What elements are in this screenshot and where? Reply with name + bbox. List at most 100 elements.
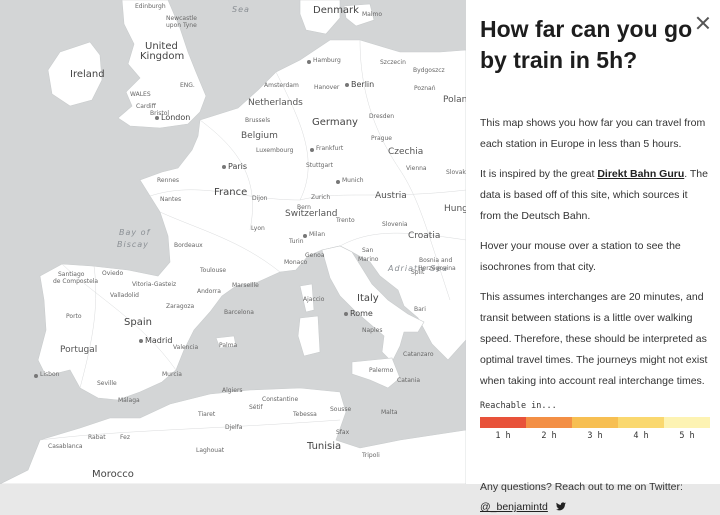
city-label-upon-tyne[interactable]: upon Tyne (166, 22, 197, 29)
city-label-zaragoza[interactable]: Zaragoza (166, 303, 195, 310)
close-icon[interactable] (696, 16, 710, 30)
city-label-amsterdam[interactable]: Amsterdam (264, 82, 299, 89)
city-label-santiago[interactable]: Santiago (58, 271, 85, 278)
city-label-edinburgh[interactable]: Edinburgh (135, 3, 166, 10)
city-label-szczecin[interactable]: Szczecin (380, 59, 406, 66)
legend-swatch (526, 417, 572, 428)
city-label-toulouse[interactable]: Toulouse (200, 267, 227, 274)
city-label-trento[interactable]: Trento (336, 217, 355, 224)
city-label-seville[interactable]: Seville (97, 380, 117, 387)
city-label-dresden[interactable]: Dresden (369, 113, 395, 120)
city-label-bristol[interactable]: Bristol (150, 110, 170, 117)
city-label-hamburg[interactable]: Hamburg (313, 57, 341, 64)
city-label-tripoli[interactable]: Tripoli (362, 452, 380, 459)
country-label-san: San (362, 247, 374, 254)
legend-item-2-h: 2 h (526, 417, 572, 441)
city-label-valladolid[interactable]: Valladolid (110, 292, 139, 299)
city-label-casablanca[interactable]: Casablanca (48, 443, 83, 450)
city-label-laghouat[interactable]: Laghouat (196, 447, 225, 454)
map-landmass (0, 0, 466, 484)
city-label-sousse[interactable]: Sousse (330, 406, 352, 413)
city-label-wales[interactable]: WALES (130, 91, 151, 98)
twitter-icon[interactable] (556, 502, 567, 511)
station-dot-milan[interactable] (303, 234, 307, 238)
city-label-palma[interactable]: Palma (219, 342, 238, 349)
city-label-tebessa[interactable]: Tebessa (293, 411, 317, 418)
station-dot-frankfurt[interactable] (310, 148, 314, 152)
city-label-munich[interactable]: Munich (342, 177, 364, 184)
city-label-madrid[interactable]: Madrid (145, 336, 173, 345)
city-label-london[interactable]: London (161, 113, 191, 122)
city-label-rome[interactable]: Rome (350, 309, 373, 318)
city-label-porto[interactable]: Porto (66, 313, 82, 320)
country-label-switzerland: Switzerland (285, 209, 338, 219)
city-label-valencia[interactable]: Valencia (173, 344, 199, 351)
city-label-split[interactable]: Split (411, 269, 425, 276)
station-dot-madrid[interactable] (139, 339, 143, 343)
city-label-eng[interactable]: ENG. (180, 82, 195, 89)
twitter-handle-link[interactable]: @_benjamintd (480, 501, 548, 513)
station-dot-paris[interactable] (222, 165, 226, 169)
city-label-algiers[interactable]: Algiers (222, 387, 243, 394)
city-label-nantes[interactable]: Nantes (160, 196, 182, 203)
station-dot-london[interactable] (155, 116, 159, 120)
city-label-s-tif[interactable]: Sétif (249, 404, 263, 411)
country-label-united: United (145, 41, 178, 52)
city-label-cardiff[interactable]: Cardiff (136, 103, 156, 110)
city-label-catania[interactable]: Catania (397, 377, 421, 384)
legend-swatch (480, 417, 526, 428)
city-label-dijon[interactable]: Dijon (252, 195, 268, 202)
direkt-bahn-guru-link[interactable]: Direkt Bahn Guru (597, 168, 685, 180)
city-label-bern[interactable]: Bern (297, 204, 311, 211)
city-label-m-laga[interactable]: Málaga (118, 397, 140, 404)
city-label-vitoria-gasteiz[interactable]: Vitoria-Gasteiz (132, 281, 177, 288)
station-dot-berlin[interactable] (345, 83, 349, 87)
station-dot-munich[interactable] (336, 180, 340, 184)
city-label-bari[interactable]: Bari (414, 306, 426, 313)
city-label-turin[interactable]: Turin (289, 238, 304, 245)
station-dot-rome[interactable] (344, 312, 348, 316)
city-label-palermo[interactable]: Palermo (369, 367, 394, 374)
city-label-lyon[interactable]: Lyon (251, 225, 265, 232)
city-label-malmo[interactable]: Malmo (362, 11, 383, 18)
city-label-fez[interactable]: Fez (120, 434, 130, 441)
city-label-djelfa[interactable]: Djelfa (225, 424, 243, 431)
country-label-marino: Marino (358, 256, 379, 263)
city-label-bydgoszcz[interactable]: Bydgoszcz (413, 67, 445, 74)
city-label-frankfurt[interactable]: Frankfurt (316, 145, 344, 152)
city-label-paris[interactable]: Paris (228, 162, 248, 171)
city-label-genoa[interactable]: Genoa (305, 252, 325, 259)
city-label-sfax[interactable]: Sfax (336, 429, 350, 436)
city-label-rennes[interactable]: Rennes (157, 177, 180, 184)
station-dot-hamburg[interactable] (307, 60, 311, 64)
city-label-murcia[interactable]: Murcia (162, 371, 182, 378)
city-label-rabat[interactable]: Rabat (88, 434, 106, 441)
city-label-bordeaux[interactable]: Bordeaux (174, 242, 203, 249)
city-label-de-compostela[interactable]: de Compostela (53, 278, 99, 285)
city-label-marseille[interactable]: Marseille (232, 282, 259, 289)
city-label-milan[interactable]: Milan (309, 231, 325, 238)
legend: 1 h 2 h 3 h 4 h 5 h (480, 417, 710, 441)
city-label-oviedo[interactable]: Oviedo (102, 270, 124, 277)
station-dot-lisbon[interactable] (34, 374, 38, 378)
panel-title: How far can you go by train in 5h? (480, 16, 693, 73)
city-label-zurich[interactable]: Zurich (311, 194, 331, 201)
europe-map[interactable]: Sea Bay of Biscay Adriatic Sea United Kingdom… (0, 0, 466, 484)
city-label-lisbon[interactable]: Lisbon (40, 371, 60, 378)
intro-text: This map shows you how far you can trave… (480, 117, 706, 150)
city-label-malta[interactable]: Malta (381, 409, 398, 416)
city-label-hanover[interactable]: Hanover (314, 84, 340, 91)
city-label-vienna[interactable]: Vienna (406, 165, 427, 172)
city-label-barcelona[interactable]: Barcelona (224, 309, 254, 316)
city-label-ajaccio[interactable]: Ajaccio (303, 296, 325, 303)
city-label-catanzaro[interactable]: Catanzaro (403, 351, 434, 358)
city-label-tiaret[interactable]: Tiaret (198, 411, 216, 418)
city-label-prague[interactable]: Prague (371, 135, 392, 142)
city-label-constantine[interactable]: Constantine (262, 396, 299, 403)
city-label-berlin[interactable]: Berlin (351, 80, 375, 89)
city-label-pozna[interactable]: Poznań (414, 85, 436, 92)
city-label-naples[interactable]: Naples (362, 327, 383, 334)
city-label-brussels[interactable]: Brussels (245, 117, 271, 124)
city-label-newcastle[interactable]: Newcastle (166, 15, 197, 22)
city-label-stuttgart[interactable]: Stuttgart (306, 162, 333, 169)
